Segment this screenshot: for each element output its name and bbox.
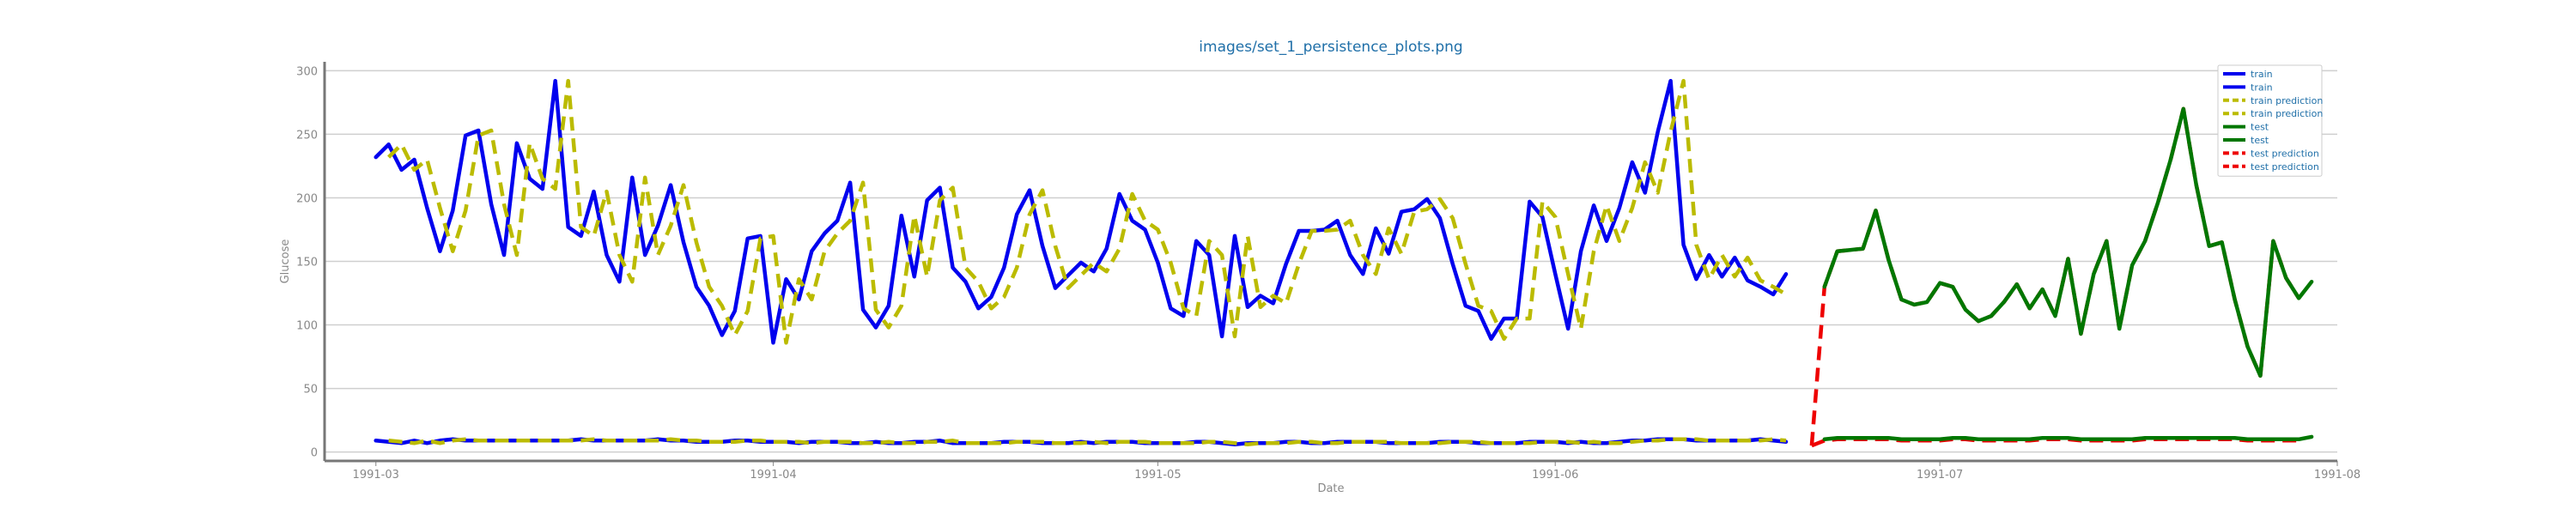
- legend: train train train prediction train predicti…: [2217, 64, 2323, 177]
- axes: 0 50 100 150 200 250 300 1991-03 1991-04 1991-05 1…: [296, 62, 2360, 482]
- x-tick-label: 1991-06: [1532, 469, 1578, 482]
- x-tick-label: 1991-08: [2314, 469, 2360, 482]
- legend-box: [2217, 64, 2323, 177]
- y-tick-label: 300: [296, 65, 318, 78]
- legend-label: test prediction: [2251, 161, 2319, 173]
- y-tick-label: 200: [296, 192, 318, 205]
- test-level-line: [1822, 434, 2314, 442]
- test-line: [1822, 106, 2314, 379]
- x-tick-label: 1991-04: [750, 469, 796, 482]
- legend-label: train prediction: [2251, 108, 2323, 119]
- legend-label: train prediction: [2251, 95, 2323, 106]
- test-prediction-level-line: [1811, 437, 2300, 448]
- y-tick-label: 250: [296, 129, 318, 142]
- y-tick-label: 0: [311, 447, 318, 460]
- x-tick-label: 1991-05: [1134, 469, 1181, 482]
- chart-title: images/set_1_persistence_plots.png: [1199, 39, 1462, 56]
- legend-label: test: [2251, 122, 2269, 133]
- x-tick-label: 1991-03: [353, 469, 399, 482]
- legend-label: test prediction: [2251, 148, 2319, 159]
- y-tick-label: 100: [296, 320, 318, 333]
- legend-label: test: [2251, 135, 2269, 146]
- y-tick-label: 50: [303, 384, 318, 397]
- train-prediction-level-line: [388, 437, 1787, 446]
- y-tick-label: 150: [296, 257, 318, 270]
- legend-label: train: [2251, 69, 2273, 80]
- y-axis-label: Glucose: [279, 239, 292, 284]
- legend-label: train: [2251, 82, 2273, 93]
- series-lines: [374, 78, 2314, 448]
- train-line: [374, 78, 1789, 345]
- train-prediction-line: [387, 78, 1788, 345]
- grid-lines: [325, 70, 2337, 453]
- x-tick-label: 1991-07: [1917, 469, 1963, 482]
- x-axis-label: Date: [1317, 482, 1344, 495]
